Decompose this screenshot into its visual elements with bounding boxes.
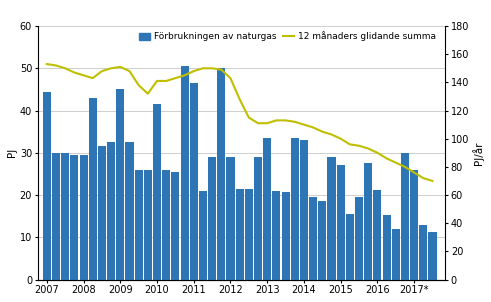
Bar	[208, 157, 216, 279]
Bar	[217, 68, 225, 279]
Bar	[355, 197, 363, 279]
Bar	[98, 146, 106, 279]
Bar	[291, 138, 299, 279]
Bar	[116, 89, 124, 279]
Bar	[300, 140, 308, 279]
Bar	[401, 153, 409, 279]
Bar	[245, 189, 253, 279]
Bar	[263, 138, 271, 279]
Bar	[273, 191, 280, 279]
Bar	[144, 170, 152, 279]
Bar	[373, 190, 382, 279]
Bar	[162, 170, 170, 279]
Bar	[429, 232, 436, 279]
Bar	[327, 157, 335, 279]
Bar	[43, 92, 51, 279]
Bar	[226, 157, 235, 279]
Legend: Förbrukningen av naturgas, 12 månaders glidande summa: Förbrukningen av naturgas, 12 månaders g…	[138, 31, 436, 42]
Bar	[346, 214, 354, 279]
Bar	[419, 225, 427, 279]
Bar	[70, 155, 79, 279]
Y-axis label: PJ: PJ	[7, 148, 17, 157]
Bar	[410, 170, 418, 279]
Bar	[135, 170, 143, 279]
Bar	[125, 142, 134, 279]
Bar	[199, 191, 207, 279]
Bar	[61, 153, 69, 279]
Bar	[318, 201, 327, 279]
Bar	[52, 153, 60, 279]
Bar	[382, 215, 391, 279]
Y-axis label: PJ/år: PJ/år	[472, 141, 484, 165]
Bar	[236, 189, 244, 279]
Bar	[80, 155, 87, 279]
Bar	[281, 192, 290, 279]
Bar	[364, 163, 372, 279]
Bar	[337, 165, 345, 279]
Bar	[153, 104, 161, 279]
Bar	[171, 172, 179, 279]
Bar	[254, 157, 262, 279]
Bar	[309, 197, 317, 279]
Bar	[190, 83, 198, 279]
Bar	[392, 229, 400, 279]
Bar	[89, 98, 97, 279]
Bar	[181, 66, 189, 279]
Bar	[107, 142, 115, 279]
